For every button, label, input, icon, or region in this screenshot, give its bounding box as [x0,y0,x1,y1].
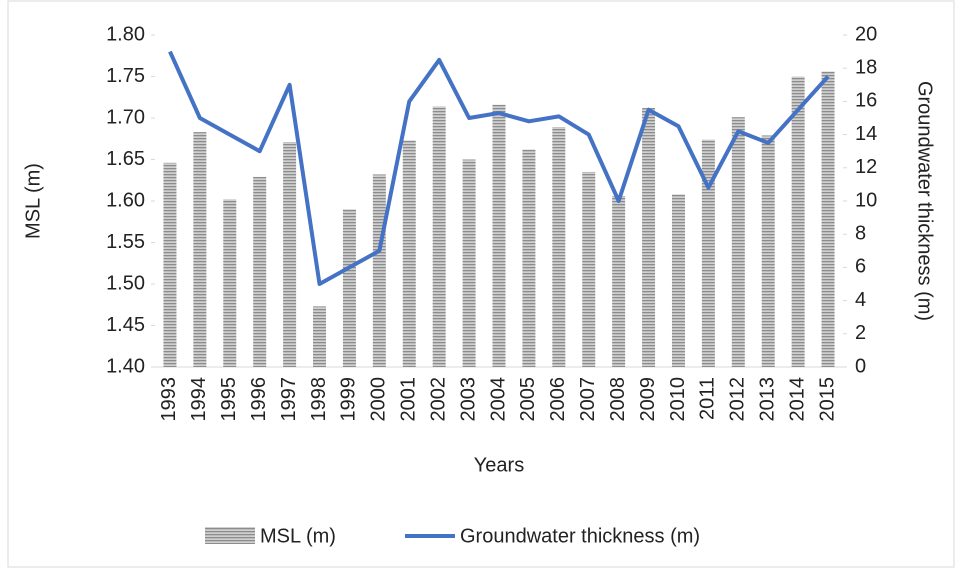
legend-label: MSL (m) [260,525,336,547]
x-tick-label: 1994 [188,377,210,422]
x-tick-label: 2007 [577,377,599,422]
x-tick-label: 2006 [547,377,569,422]
x-tick-label: 2000 [368,377,390,422]
bar [821,71,835,368]
bar [612,196,626,367]
bar [223,199,237,367]
bar [642,108,656,367]
y2-axis-title: Groundwater thickness (m) [914,81,936,321]
bar [163,162,177,367]
y2-tick-label: 20 [855,23,877,45]
bar [342,209,356,367]
y2-tick-label: 10 [855,189,877,211]
x-tick-label: 2001 [398,377,420,422]
x-tick-label: 2014 [786,377,808,422]
bar [522,149,536,367]
y2-tick-label: 6 [855,256,866,278]
x-tick-label: 2002 [427,377,449,422]
y2-tick-label: 0 [855,355,866,377]
y-tick-label: 1.80 [106,23,145,45]
y2-tick-label: 14 [855,123,877,145]
bar [761,135,775,367]
x-tick-label: 1993 [158,377,180,422]
y2-tick-label: 8 [855,222,866,244]
y-tick-label: 1.65 [106,148,145,170]
x-tick-label: 2005 [517,377,539,422]
x-axis-title: Years [474,454,524,476]
x-tick-label: 2009 [637,377,659,422]
y2-tick-label: 18 [855,56,877,78]
bar [432,106,446,367]
y2-tick-label: 12 [855,156,877,178]
y-tick-label: 1.50 [106,272,145,294]
line-series [168,50,830,286]
x-tick-label: 2008 [607,377,629,422]
y-tick-label: 1.60 [106,189,145,211]
bar [582,171,596,367]
x-tick-label: 1996 [248,377,270,422]
y-tick-label: 1.40 [106,355,145,377]
x-tick-label: 2004 [487,377,509,422]
bar [253,176,267,367]
x-tick-label: 2015 [816,377,838,422]
y-tick-label: 1.70 [106,106,145,128]
x-tick-label: 1995 [218,377,240,422]
bar [283,142,297,367]
legend-label: Groundwater thickness (m) [460,525,700,547]
bar [552,127,566,367]
x-tick-label: 2012 [727,377,749,422]
bar [193,132,207,367]
y2-tick-label: 2 [855,322,866,344]
x-tick-label: 1998 [308,377,330,422]
x-tick-label: 2003 [457,377,479,422]
bar [731,117,745,367]
x-tick-label: 2010 [667,377,689,422]
y-axis-title: MSL (m) [22,163,44,239]
bar [402,140,416,367]
bar [671,194,685,367]
bar [492,104,506,367]
bar [313,306,327,367]
x-tick-label: 2011 [697,377,719,420]
bar [372,174,386,367]
y2-tick-label: 16 [855,90,877,112]
bar [701,139,715,367]
y2-tick-label: 4 [855,289,866,311]
chart-border [7,0,955,568]
bar [462,159,476,367]
y-tick-label: 1.75 [106,65,145,87]
y-tick-label: 1.45 [106,314,145,336]
x-tick-label: 1999 [338,377,360,422]
x-tick-label: 2013 [756,377,778,422]
legend-swatch [205,527,255,544]
y-tick-label: 1.55 [106,231,145,253]
x-tick-label: 1997 [278,377,300,422]
bar [791,76,805,367]
